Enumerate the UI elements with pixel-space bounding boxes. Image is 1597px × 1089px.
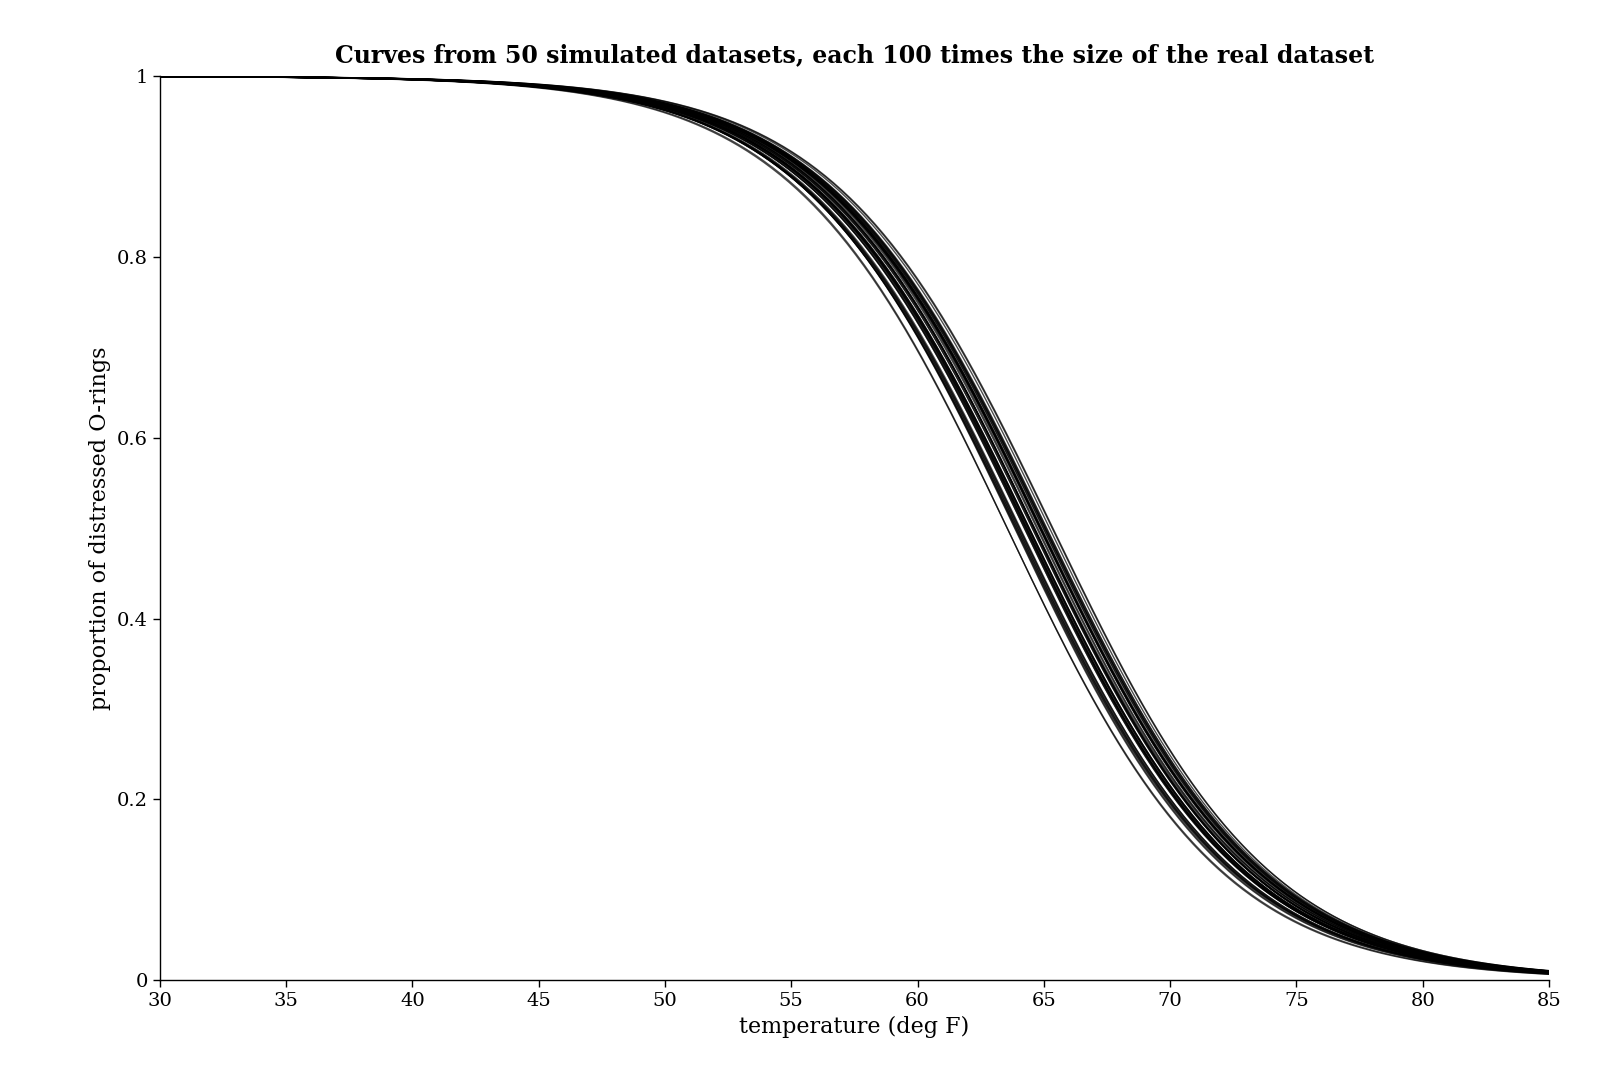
Title: Curves from 50 simulated datasets, each 100 times the size of the real dataset: Curves from 50 simulated datasets, each … <box>335 44 1373 68</box>
Y-axis label: proportion of distressed O-rings: proportion of distressed O-rings <box>89 346 112 710</box>
X-axis label: temperature (deg F): temperature (deg F) <box>739 1015 969 1038</box>
